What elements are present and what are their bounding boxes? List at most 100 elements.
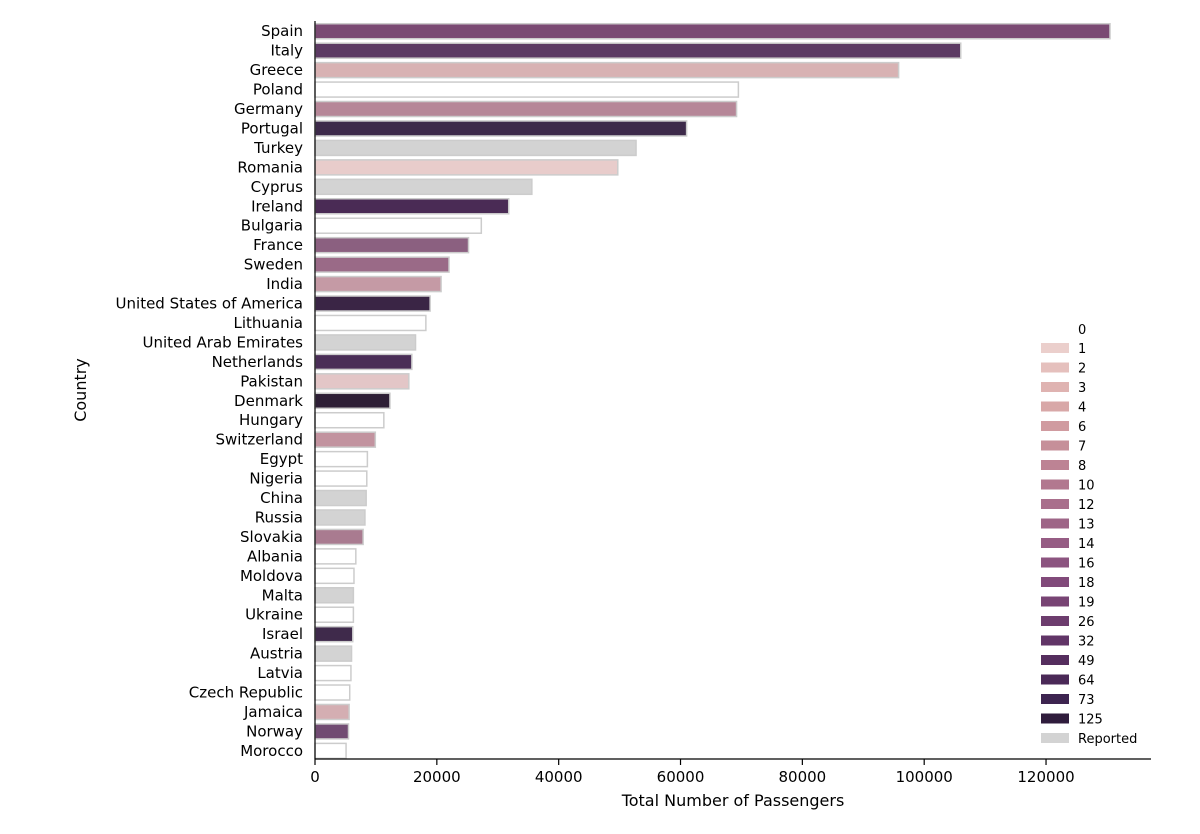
category-label-czech-republic: Czech Republic: [189, 684, 303, 702]
bar-switzerland: [314, 431, 377, 448]
category-label-india: India: [266, 275, 303, 293]
x-tick-label: 20000: [413, 768, 461, 786]
legend-label: 1: [1078, 342, 1086, 357]
legend-swatch: [1041, 401, 1069, 412]
category-label-latvia: Latvia: [257, 664, 303, 682]
legend-label: 14: [1078, 537, 1095, 552]
bar-nigeria: [314, 470, 368, 487]
bar-united-states-of-america: [314, 295, 431, 312]
bar-sweden: [314, 256, 450, 273]
bar-morocco: [314, 742, 347, 760]
legend-label: 3: [1078, 381, 1086, 396]
legend-label: 4: [1078, 401, 1086, 416]
legend-swatch: [1041, 538, 1069, 548]
x-tick-label: 100000: [896, 768, 953, 786]
category-label-germany: Germany: [234, 100, 303, 118]
bar-india: [314, 275, 442, 293]
legend-label: 2: [1078, 362, 1086, 377]
bar-spain: [314, 22, 1111, 40]
legend-label: 73: [1078, 693, 1095, 708]
legend-swatch: [1041, 518, 1069, 529]
bar-ukraine: [314, 606, 355, 623]
legend-swatch: [1041, 635, 1069, 646]
legend-swatch: [1041, 440, 1069, 451]
category-label-denmark: Denmark: [234, 392, 303, 410]
bar-norway: [314, 723, 350, 740]
bar-greece: [314, 61, 900, 79]
legend-label: 26: [1078, 615, 1095, 630]
legend-label: 8: [1078, 459, 1086, 474]
legend-swatch: [1041, 713, 1069, 724]
category-label-morocco: Morocco: [240, 742, 303, 760]
legend-swatch: [1041, 479, 1069, 490]
legend-swatch: [1041, 596, 1069, 607]
legend-label: 64: [1078, 674, 1095, 689]
bar-lithuania: [314, 314, 427, 332]
legend-swatch: [1041, 616, 1069, 626]
bar-italy: [314, 42, 962, 59]
y-axis-title: Country: [71, 358, 90, 422]
legend-label: 13: [1078, 518, 1095, 533]
bar-poland: [314, 81, 740, 98]
x-tick-label: 80000: [778, 768, 826, 786]
category-label-poland: Poland: [253, 81, 303, 99]
bar-albania: [314, 548, 357, 565]
bar-latvia: [314, 664, 352, 682]
category-label-ukraine: Ukraine: [245, 606, 303, 624]
legend-swatch: [1041, 557, 1069, 568]
category-label-slovakia: Slovakia: [240, 528, 303, 546]
category-label-france: France: [253, 236, 303, 254]
legend-swatch: [1041, 421, 1069, 431]
category-label-switzerland: Switzerland: [216, 431, 304, 449]
bar-hungary: [314, 411, 385, 429]
x-tick-label: 60000: [657, 768, 705, 786]
legend-label: Reported: [1078, 732, 1137, 747]
bar-romania: [314, 159, 619, 176]
legend-label: 10: [1078, 479, 1095, 494]
bar-germany: [314, 100, 738, 118]
bar-austria: [314, 645, 353, 662]
category-label-portugal: Portugal: [241, 119, 303, 137]
category-label-turkey: Turkey: [253, 139, 303, 157]
category-label-lithuania: Lithuania: [234, 314, 303, 332]
bar-turkey: [314, 139, 637, 157]
category-label-ireland: Ireland: [251, 197, 303, 215]
category-label-sweden: Sweden: [244, 256, 303, 274]
bar-moldova: [314, 567, 355, 585]
bar-israel: [314, 625, 354, 643]
x-tick-label: 120000: [1017, 768, 1074, 786]
category-label-israel: Israel: [262, 625, 303, 643]
bar-slovakia: [314, 528, 364, 546]
category-label-united-arab-emirates: United Arab Emirates: [142, 333, 303, 351]
bar-ireland: [314, 198, 510, 215]
category-label-united-states-of-america: United States of America: [116, 295, 303, 313]
category-label-jamaica: Jamaica: [243, 703, 303, 721]
legend-label: 6: [1078, 420, 1086, 435]
category-label-spain: Spain: [261, 22, 303, 40]
bar-netherlands: [314, 353, 413, 371]
category-label-greece: Greece: [250, 61, 303, 79]
legend-swatch: [1041, 655, 1069, 665]
legend-swatch: [1041, 674, 1069, 685]
category-label-bulgaria: Bulgaria: [241, 217, 303, 235]
legend-swatch: [1041, 577, 1069, 587]
bar-czech-republic: [314, 684, 351, 701]
category-label-egypt: Egypt: [260, 450, 303, 468]
category-label-norway: Norway: [246, 722, 303, 740]
category-label-malta: Malta: [262, 586, 303, 604]
category-label-china: China: [260, 489, 303, 507]
bar-bulgaria: [314, 217, 483, 234]
bar-malta: [314, 587, 355, 604]
axes: [314, 21, 1151, 760]
category-label-austria: Austria: [250, 645, 303, 663]
legend-swatch: [1041, 382, 1069, 392]
category-label-nigeria: Nigeria: [249, 470, 303, 488]
x-ticks: 0 20000 40000 60000 80000 100000 120000: [310, 759, 1075, 786]
bar-jamaica: [314, 703, 350, 721]
bars-group: [314, 22, 1111, 760]
legend-label: 7: [1078, 440, 1086, 455]
legend-label: 49: [1078, 654, 1095, 669]
legend-label: 18: [1078, 576, 1095, 591]
